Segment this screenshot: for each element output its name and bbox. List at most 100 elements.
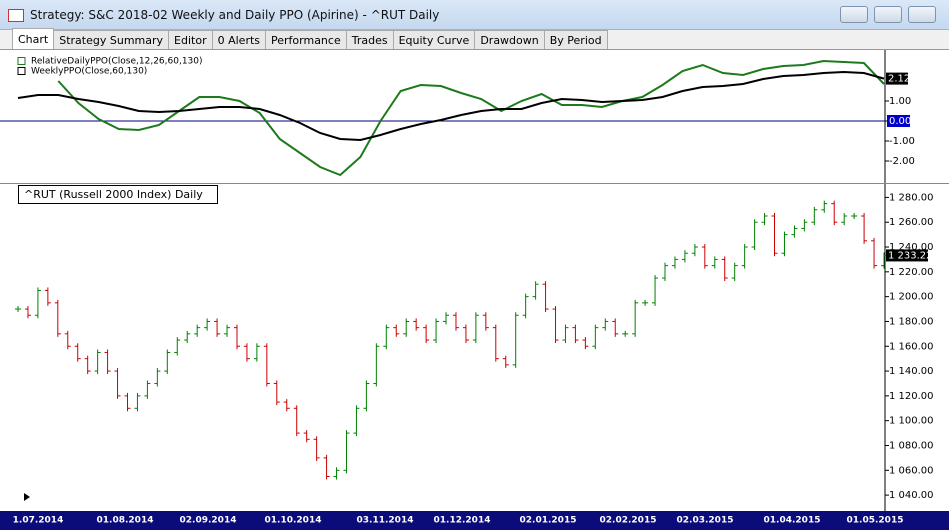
tab-bar: Chart Strategy Summary Editor 0 Alerts Perfo… — [0, 28, 949, 50]
price-bar — [174, 337, 181, 356]
maximize-button[interactable] — [874, 6, 902, 23]
price-bar — [54, 299, 61, 337]
chart-area: ^RUT (Russell 2000 Index) Daily 1.00 0.00… — [0, 50, 949, 530]
y-tick-label: 1 120.00 — [889, 391, 934, 402]
x-tick-label: 01.08.2014 — [97, 516, 154, 526]
price-bar — [293, 405, 300, 437]
tab[interactable]: Drawdown — [474, 30, 545, 49]
indicator-line — [17, 70, 885, 142]
y-tick-label: 1 200.00 — [889, 292, 934, 303]
price-bar — [443, 312, 450, 325]
price-bar — [482, 312, 489, 331]
price-bar — [691, 244, 698, 257]
price-bar — [642, 299, 649, 306]
tab[interactable]: Trades — [345, 30, 394, 49]
price-bar — [94, 349, 101, 375]
price-bar — [124, 392, 131, 412]
price-bar — [423, 324, 430, 344]
price-bar — [861, 213, 868, 244]
legend-entry: WeeklyPPO(Close,60,130) — [31, 67, 147, 77]
price-bar — [542, 281, 549, 313]
tab[interactable]: Performance — [265, 30, 347, 49]
price-bar — [462, 324, 469, 344]
y-tick-label: 1 100.00 — [889, 416, 934, 427]
price-bar — [532, 281, 539, 300]
price-bar — [184, 330, 191, 344]
indicator-line — [57, 59, 885, 177]
price-bar — [652, 275, 659, 306]
y-tick-label: 1 180.00 — [889, 316, 934, 327]
price-bar — [164, 349, 171, 375]
price-bar — [831, 200, 838, 226]
price-bar — [452, 312, 459, 331]
legend-swatch — [17, 67, 26, 75]
price-bar — [74, 343, 81, 362]
background — [0, 50, 949, 530]
title-bar: Strategy: S&C 2018-02 Weekly and Daily P… — [0, 0, 949, 30]
y-tick-label: 1 160.00 — [889, 341, 934, 352]
price-bar — [502, 355, 509, 368]
tab[interactable]: Editor — [168, 30, 213, 49]
y-tick-label: 1.00 — [889, 96, 911, 107]
y-tick-label: 0.00 — [889, 116, 911, 127]
y-tick-label: 1 220.00 — [889, 267, 934, 278]
minimize-button[interactable] — [840, 6, 868, 23]
tab[interactable]: 0 Alerts — [211, 30, 267, 49]
price-bar — [263, 343, 270, 387]
price-bar — [373, 343, 380, 387]
price-bar — [662, 262, 669, 282]
price-bar — [711, 256, 718, 269]
price-bar — [114, 368, 121, 399]
price-bar — [64, 330, 71, 350]
price-title: ^RUT (Russell 2000 Index) Daily — [24, 188, 203, 201]
app-icon — [8, 9, 24, 22]
price-bar — [671, 256, 678, 269]
price-bar — [134, 392, 141, 412]
price-bar — [154, 368, 161, 387]
price-bar — [771, 213, 778, 257]
price-bar — [323, 454, 330, 480]
price-bar — [592, 324, 599, 350]
price-bar — [821, 200, 828, 213]
price-bar — [791, 225, 798, 238]
y-tick-label: 1 280.00 — [889, 192, 934, 203]
price-bar — [801, 219, 808, 232]
legend-swatch — [17, 57, 26, 65]
last-value-label: 1 233.22 — [888, 250, 933, 261]
window-title: Strategy: S&C 2018-02 Weekly and Daily P… — [30, 8, 440, 22]
last-value-label: 2.12 — [888, 74, 910, 85]
price-bar — [403, 318, 410, 337]
price-bar — [741, 244, 748, 269]
price-bar — [34, 287, 41, 319]
price-bar — [273, 380, 280, 406]
tab[interactable]: Strategy Summary — [53, 30, 170, 49]
tab[interactable]: Chart — [12, 28, 55, 49]
price-bar — [413, 318, 420, 331]
price-bar — [253, 343, 260, 362]
price-bar — [433, 318, 440, 344]
x-tick-label: 1.07.2014 — [13, 516, 64, 526]
tab[interactable]: Equity Curve — [392, 30, 476, 49]
close-button[interactable] — [908, 6, 936, 23]
price-bar — [572, 324, 579, 344]
price-bar — [194, 324, 201, 337]
price-bar — [731, 262, 738, 282]
price-bar — [851, 213, 858, 220]
price-bar — [562, 324, 569, 344]
price-bar — [233, 324, 240, 350]
price-bar — [363, 380, 370, 412]
price-bar — [283, 399, 290, 412]
y-tick-label: 1 260.00 — [889, 217, 934, 228]
y-tick-label: 1 080.00 — [889, 440, 934, 451]
price-bar — [224, 324, 231, 337]
y-tick-label: -2.00 — [889, 156, 915, 167]
x-tick-label: 01.12.2014 — [434, 516, 491, 526]
scroll-marker[interactable] — [24, 493, 30, 501]
x-tick-label: 02.09.2014 — [180, 516, 237, 526]
price-bar — [552, 306, 559, 344]
price-bar — [15, 306, 21, 313]
tab[interactable]: By Period — [543, 30, 608, 49]
x-tick-label: 01.04.2015 — [764, 516, 821, 526]
price-bar — [612, 318, 619, 337]
